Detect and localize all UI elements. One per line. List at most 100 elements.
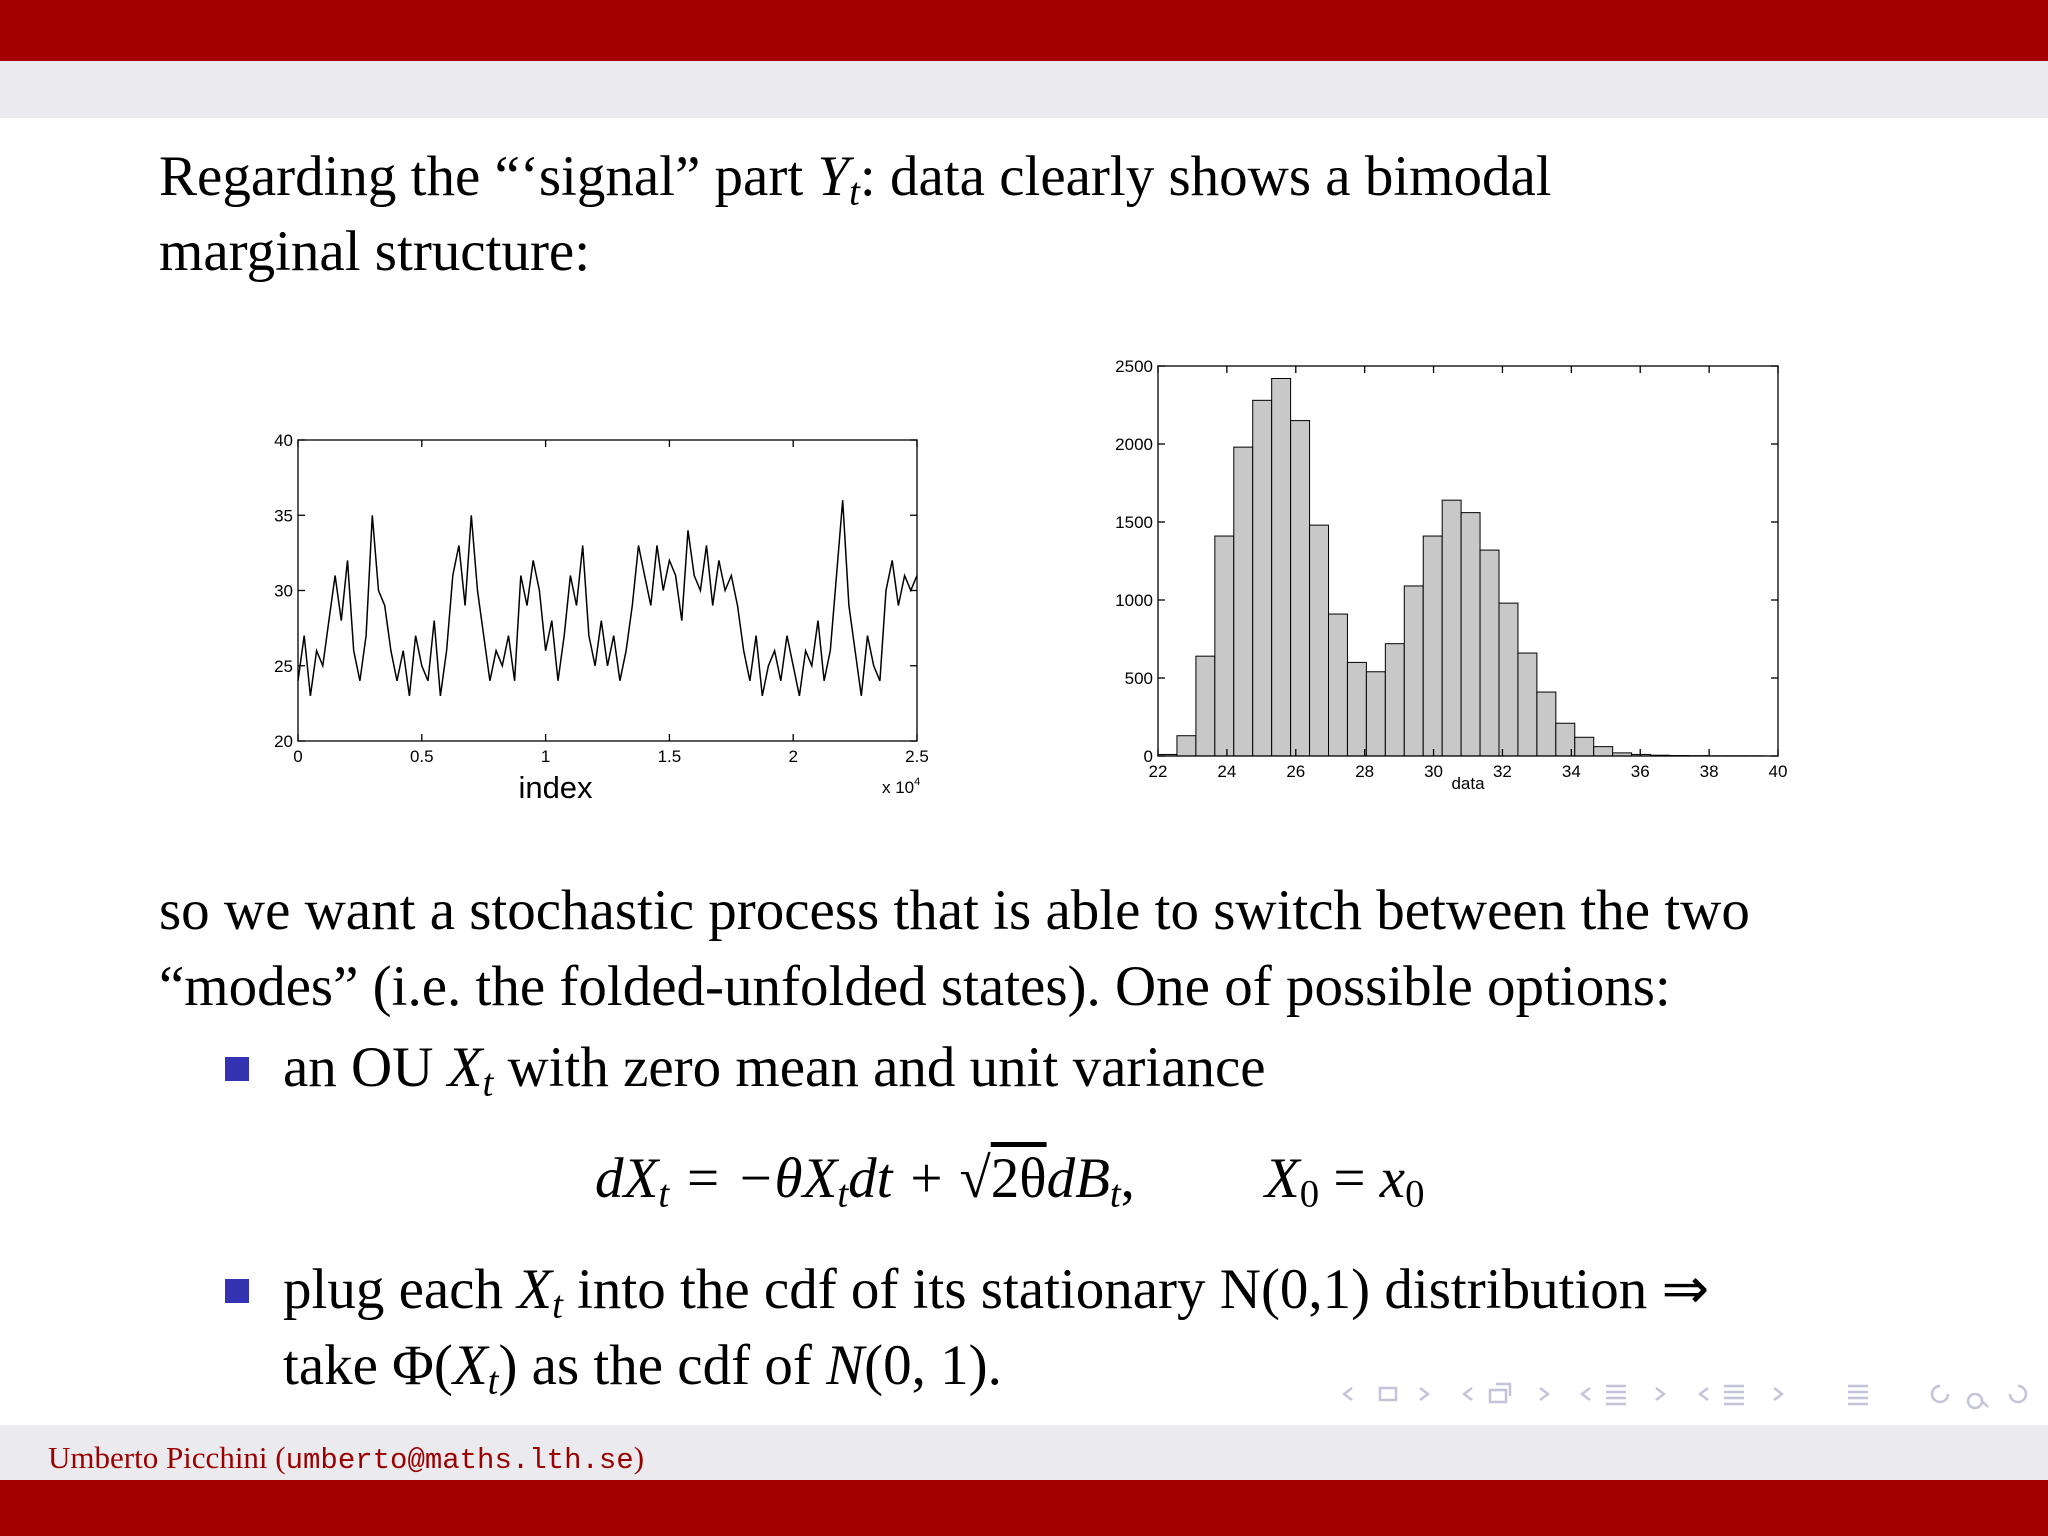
- intro-line: Regarding the “‘signal” part Yt: data cl…: [159, 145, 1552, 212]
- bar: [1498, 602, 1519, 757]
- x-tick-label: 0.5: [410, 747, 434, 766]
- math: dX: [595, 1147, 659, 1210]
- math: 2θ: [990, 1147, 1047, 1210]
- nav-icon[interactable]: [1579, 1384, 1667, 1406]
- math: t: [482, 1061, 494, 1105]
- bar: [1384, 643, 1405, 757]
- x-tick-label: 22: [1149, 762, 1168, 781]
- x-tick-label: 28: [1355, 762, 1374, 781]
- x-tick-label: 1: [541, 747, 550, 766]
- bullet-text: plug each Xt into the cdf of its station…: [283, 1258, 1710, 1325]
- text: ) as the cdf of: [498, 1334, 827, 1397]
- bar: [1252, 399, 1273, 757]
- math: t: [1109, 1172, 1121, 1216]
- bullet: [225, 1057, 249, 1081]
- text: (0, 1).: [864, 1334, 1002, 1397]
- bar: [1593, 746, 1614, 757]
- x-tick-label: 30: [1424, 762, 1443, 781]
- bar: [1365, 671, 1386, 757]
- text: into the cdf of its stationary N(0,1) di…: [562, 1258, 1710, 1321]
- equation: dXt = −θXtdt + √2θdBt, X0 = x0: [595, 1147, 1424, 1214]
- y-tick-label: 35: [274, 506, 293, 525]
- bar: [1517, 652, 1538, 757]
- y-tick-label: 2500: [1115, 357, 1153, 376]
- text: take Φ(: [283, 1334, 453, 1397]
- x-tick-label: 2: [788, 747, 797, 766]
- x-axis-label: data: [1451, 774, 1485, 793]
- bullet-text: take Φ(Xt) as the cdf of N(0, 1).: [283, 1334, 1002, 1401]
- bar: [1214, 535, 1235, 757]
- y-tick-label: 1000: [1115, 591, 1153, 610]
- y-tick-label: 1500: [1115, 513, 1153, 532]
- math: ,: [1120, 1147, 1135, 1210]
- plot-area: [298, 440, 917, 741]
- y-tick-label: 0: [1144, 747, 1153, 766]
- bar: [1290, 420, 1311, 757]
- bar: [1479, 549, 1500, 757]
- y-tick-label: 500: [1125, 669, 1153, 688]
- nav-icon[interactable]: [1341, 1386, 1431, 1402]
- math: =: [1319, 1147, 1380, 1210]
- email: umberto@maths.lth.se: [285, 1444, 634, 1477]
- x-multiplier-exponent: 4: [914, 776, 920, 788]
- y-tick-label: 25: [274, 657, 293, 676]
- text: : data clearly shows a bimodal: [859, 145, 1552, 208]
- math: 0: [1405, 1172, 1425, 1216]
- bar: [1309, 524, 1329, 757]
- x-tick-label: 2.5: [905, 747, 929, 766]
- nav-icon[interactable]: [1461, 1382, 1551, 1404]
- bar: [1195, 655, 1216, 757]
- bar: [1536, 691, 1557, 757]
- x-tick-label: 34: [1562, 762, 1581, 781]
- x-tick-label: 1.5: [658, 747, 682, 766]
- math: X: [1264, 1147, 1300, 1210]
- y-tick-label: 30: [274, 582, 293, 601]
- series-line: [297, 500, 918, 697]
- math: t: [849, 170, 860, 214]
- math: dB: [1046, 1147, 1110, 1210]
- bar: [1233, 446, 1254, 757]
- y-tick-label: 2000: [1115, 435, 1153, 454]
- math: X: [452, 1334, 488, 1397]
- x-tick-label: 26: [1286, 762, 1305, 781]
- y-tick-label: 20: [274, 732, 293, 751]
- x-axis-label: index: [518, 770, 593, 805]
- x-tick-label: 38: [1700, 762, 1719, 781]
- text: Regarding the “‘signal” part: [159, 145, 818, 208]
- math: t: [837, 1172, 849, 1216]
- header-band: [0, 61, 2048, 118]
- body-line: so we want a stochastic process that is …: [159, 879, 1750, 942]
- nav-icon[interactable]: [1848, 1384, 1868, 1406]
- x-multiplier-base: x 10: [882, 778, 914, 797]
- axes-box: [1157, 365, 1779, 757]
- bar: [1271, 377, 1292, 757]
- x-tick-label: 32: [1493, 762, 1512, 781]
- bar: [1346, 661, 1367, 757]
- nav-icon[interactable]: [1930, 1384, 2028, 1410]
- bar: [1460, 512, 1481, 757]
- bullet-text: an OU Xt with zero mean and unit varianc…: [283, 1036, 1266, 1103]
- math: x: [1379, 1147, 1406, 1210]
- text: with zero mean and unit variance: [493, 1036, 1266, 1099]
- bar: [1574, 736, 1595, 757]
- text: ): [633, 1440, 645, 1475]
- math: dt +: [848, 1147, 960, 1210]
- x-multiplier: x 104: [882, 776, 920, 797]
- bullet: [225, 1279, 249, 1303]
- math: t: [658, 1172, 670, 1216]
- nav-icon[interactable]: [1697, 1384, 1785, 1406]
- bar: [1441, 499, 1462, 757]
- math: = −θX: [669, 1147, 838, 1210]
- bar: [1403, 585, 1424, 757]
- footer-band: [0, 1425, 2048, 1480]
- intro-line: marginal structure:: [159, 220, 591, 283]
- x-tick-label: 24: [1217, 762, 1236, 781]
- math: Y: [817, 145, 850, 208]
- bar: [1422, 535, 1443, 757]
- nav-icons: [1341, 1382, 2028, 1410]
- text: plug each: [283, 1258, 518, 1321]
- author: Umberto Picchini (: [48, 1440, 286, 1475]
- x-tick-label: 0: [293, 747, 302, 766]
